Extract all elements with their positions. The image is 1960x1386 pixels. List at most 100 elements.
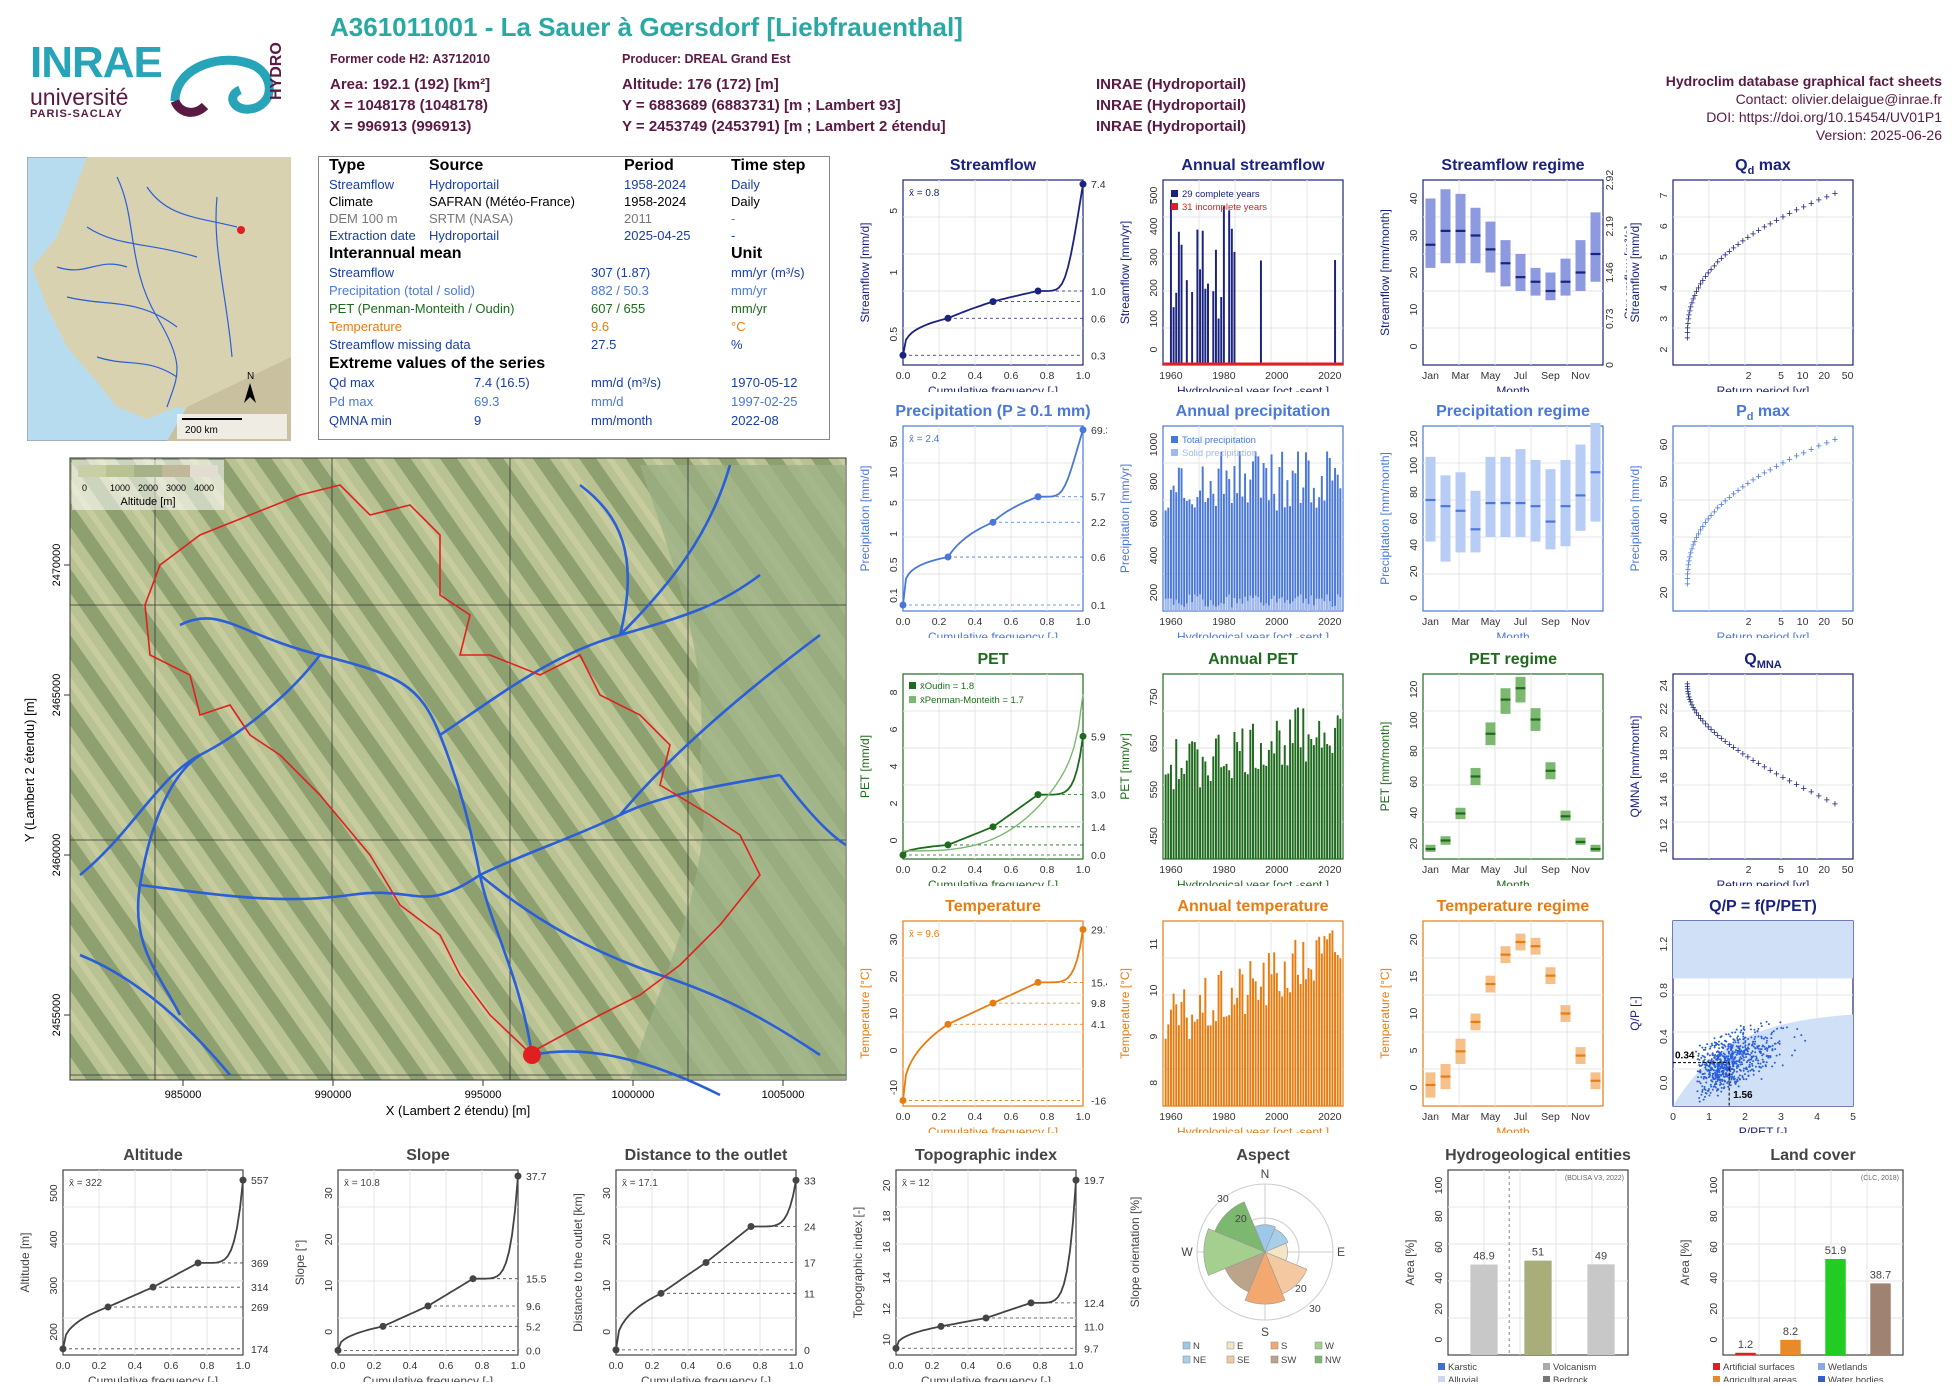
pet-xtick: 0.0	[896, 864, 911, 876]
slope-plot-area	[337, 1169, 519, 1356]
qp-point	[1703, 1095, 1706, 1098]
aspect-legend-label: N	[1193, 1341, 1200, 1352]
extreme-date: 2022-08	[731, 413, 779, 428]
annual_temp-bar	[1320, 953, 1323, 1106]
annual_precip-solid-bar	[1220, 602, 1223, 611]
annual_pet-bar	[1265, 765, 1268, 859]
annual_temp-bar	[1310, 969, 1313, 1106]
qp-point	[1770, 1033, 1773, 1036]
temp-point	[989, 999, 997, 1007]
hydrogeo-source-note: (BDLISA V3, 2022)	[1565, 1175, 1624, 1182]
qp-point	[1737, 1041, 1740, 1044]
qd_max-point: +	[1793, 205, 1799, 217]
qp-point	[1738, 1051, 1741, 1054]
pd_max-xlabel: Return period [yr]	[1717, 630, 1810, 638]
qp-point	[1779, 1021, 1782, 1024]
annual_precip-solid-bar	[1230, 607, 1233, 611]
slope-point	[334, 1346, 342, 1354]
annual_precip-solid-bar	[1267, 605, 1270, 611]
qp-point	[1731, 1053, 1734, 1056]
scale-label: 200 km	[185, 425, 218, 436]
annual_precip-solid-bar	[1307, 604, 1310, 611]
qp-point	[1765, 1039, 1768, 1042]
qp-point	[1752, 1055, 1755, 1058]
annual_precip-bar	[1257, 456, 1260, 611]
qp-point	[1716, 1088, 1719, 1091]
pd_max-point: +	[1708, 510, 1714, 522]
qd_max-point: +	[1816, 195, 1822, 207]
annual_temp-bar	[1291, 953, 1294, 1106]
pet_regime-xtick: Sep	[1541, 864, 1560, 876]
pet-ytick: 0	[888, 837, 900, 843]
pd_max-point: +	[1824, 437, 1830, 449]
annual_precip-solid-bar	[1262, 605, 1265, 611]
annual_precip-bar	[1241, 496, 1244, 611]
topo-ylabel: Topographic index [-]	[851, 1207, 865, 1318]
temp-point	[1079, 926, 1087, 934]
qp-point	[1709, 1047, 1712, 1050]
qp-point	[1721, 1078, 1724, 1081]
topo-xlabel: Cumulative frequency [-]	[921, 1374, 1051, 1382]
annual_temp-bar	[1326, 939, 1329, 1106]
hydrogeo-legend-key	[1543, 1363, 1550, 1370]
aspect-legend-label: W	[1325, 1341, 1334, 1352]
annual_precip-xtick: 2000	[1265, 616, 1289, 628]
hydrogeo-ytick: 0	[1433, 1337, 1445, 1343]
qd_max-chart: Qd max Return period [yr] Streamflow [mm/d…	[1628, 157, 1854, 392]
annual_precip-solid-bar	[1225, 597, 1228, 611]
qp-point	[1749, 1024, 1752, 1027]
annual_temp-xtick: 2020	[1318, 1111, 1342, 1123]
qp-point	[1731, 1071, 1734, 1074]
annual_precip-bar	[1169, 489, 1172, 611]
annual_precip-solid-bar	[1270, 598, 1273, 611]
temp_regime-xlabel: Month	[1496, 1125, 1529, 1133]
qp-point	[1759, 1051, 1762, 1054]
annual_streamflow-bar	[1180, 244, 1183, 365]
aspect-legend-label: E	[1237, 1341, 1243, 1352]
aspect-ring-label: 30	[1309, 1303, 1321, 1315]
qmna-point: +	[1702, 718, 1708, 730]
qp-point	[1712, 1069, 1715, 1072]
precip-ytick: 0.5	[888, 557, 900, 572]
qmna-point: +	[1715, 730, 1721, 742]
qp-point	[1712, 1063, 1715, 1066]
qp-point	[1761, 1065, 1764, 1068]
header-period: Period	[624, 157, 674, 174]
slope-xtick: 0.8	[475, 1360, 490, 1372]
precip-point	[1079, 426, 1087, 434]
temp_regime-xtick: Mar	[1451, 1111, 1470, 1123]
qp-point	[1740, 1061, 1743, 1064]
qp-point	[1716, 1061, 1719, 1064]
qp-point	[1750, 1051, 1753, 1054]
qp-point	[1722, 1083, 1725, 1086]
annual_precip-bar	[1222, 493, 1225, 611]
info-timestep: Daily	[731, 194, 760, 209]
qp-point	[1757, 1035, 1760, 1038]
qp-point	[1760, 1048, 1763, 1051]
annual_precip-bar	[1326, 451, 1329, 611]
topo-value-label: 12.4	[1084, 1298, 1105, 1310]
pd_max-point: +	[1755, 471, 1761, 483]
pet-xtick: 0.2	[932, 864, 947, 876]
aspect-legend-key	[1226, 1355, 1235, 1364]
qp-point	[1765, 1041, 1768, 1044]
annual_streamflow-bar	[1222, 206, 1225, 365]
qmna-point: +	[1686, 691, 1692, 703]
qp-point	[1713, 1044, 1716, 1047]
qp-point	[1729, 1080, 1732, 1083]
altitude-value-label: 174	[251, 1344, 269, 1356]
annual_precip-solid-bar	[1326, 594, 1329, 611]
qp-point	[1769, 1056, 1772, 1059]
annual_pet-bar	[1249, 729, 1252, 859]
annual_temp-bar	[1204, 977, 1207, 1106]
qp-point	[1720, 1086, 1723, 1089]
streamflow-xtick: 0.8	[1040, 370, 1055, 382]
pet-value-label: 1.4	[1091, 822, 1106, 834]
qp-point	[1714, 1071, 1717, 1074]
precip-ytick: 1	[888, 531, 900, 537]
annual_precip-bar	[1339, 488, 1342, 611]
altitude-title: Altitude	[123, 1147, 183, 1164]
distance-point	[792, 1176, 800, 1184]
qp-point	[1752, 1069, 1755, 1072]
station-title: A361011001 - La Sauer à Gœrsdorf [Liebfr…	[330, 12, 963, 42]
